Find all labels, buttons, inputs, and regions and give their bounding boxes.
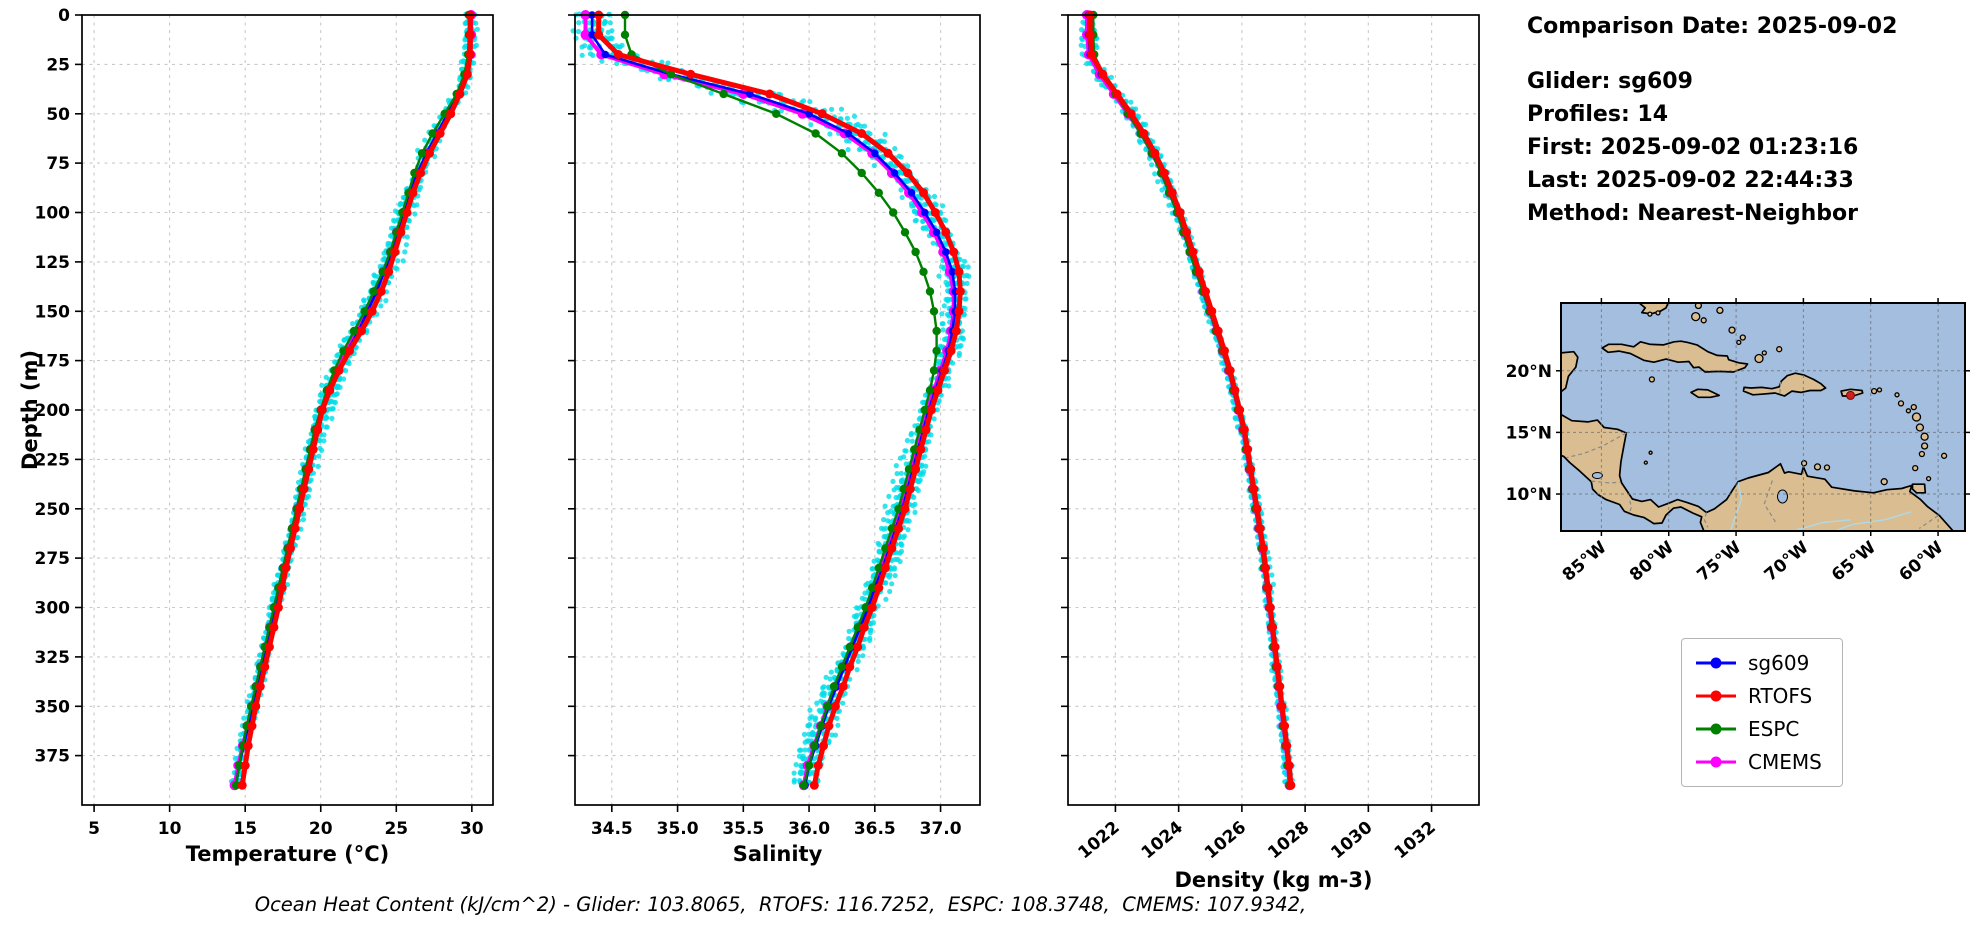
- line-dot-marker-icon: [1696, 657, 1736, 669]
- svg-text:85°W: 85°W: [1559, 537, 1611, 585]
- legend-item-rtofs: RTOFS: [1694, 684, 1822, 708]
- legend-item-cmems: CMEMS: [1694, 750, 1822, 774]
- svg-text:65°W: 65°W: [1828, 537, 1880, 585]
- comparison-date-text: Comparison Date: 2025-09-02: [1527, 14, 1898, 39]
- svg-text:25: 25: [46, 55, 70, 75]
- svg-text:75: 75: [46, 154, 70, 174]
- svg-text:36.0: 36.0: [788, 819, 830, 839]
- svg-text:350: 350: [35, 697, 71, 717]
- svg-text:175: 175: [35, 352, 71, 372]
- ocean-heat-content-caption: Ocean Heat Content (kJ/cm^2) - Glider: 1…: [254, 893, 1307, 916]
- legend-label: sg609: [1748, 651, 1810, 675]
- svg-text:75°W: 75°W: [1693, 537, 1745, 585]
- legend-label: CMEMS: [1748, 750, 1822, 774]
- svg-text:10°N: 10°N: [1506, 485, 1552, 505]
- svg-text:34.5: 34.5: [591, 819, 633, 839]
- svg-text:1026: 1026: [1201, 818, 1250, 864]
- svg-text:375: 375: [35, 747, 71, 767]
- svg-text:20: 20: [309, 819, 333, 839]
- svg-text:1024: 1024: [1138, 817, 1187, 863]
- svg-text:35.0: 35.0: [657, 819, 699, 839]
- legend: sg609 RTOFS ESPC CMEMS: [1681, 638, 1843, 787]
- svg-text:1030: 1030: [1327, 817, 1376, 863]
- line-dot-marker-icon: [1696, 690, 1736, 702]
- svg-text:100: 100: [35, 204, 71, 224]
- line-dot-marker-icon: [1696, 756, 1736, 768]
- salinity-axis-label: Salinity: [732, 842, 823, 866]
- svg-text:25: 25: [384, 819, 408, 839]
- svg-text:250: 250: [35, 500, 71, 520]
- density-axis-label: Density (kg m-3): [1174, 868, 1373, 892]
- svg-text:20°N: 20°N: [1506, 362, 1552, 382]
- svg-text:200: 200: [35, 401, 71, 421]
- svg-text:10: 10: [158, 819, 182, 839]
- legend-label: ESPC: [1748, 717, 1800, 741]
- legend-label: RTOFS: [1748, 684, 1813, 708]
- svg-text:325: 325: [35, 648, 71, 668]
- temperature-axis-label: Temperature (°C): [185, 842, 390, 866]
- svg-text:1022: 1022: [1075, 818, 1124, 864]
- legend-item-sg609: sg609: [1694, 651, 1822, 675]
- svg-text:15: 15: [233, 819, 257, 839]
- svg-text:150: 150: [35, 302, 71, 322]
- temperature-profile-plot: 5 10 15 20 25 30 0 25 50 75 100 125 150 175 200 225 250 2…: [35, 6, 494, 839]
- first-profile-time-text: First: 2025-09-02 01:23:16: [1527, 135, 1859, 160]
- comparison-info-panel: Comparison Date: 2025-09-02 Glider: sg60…: [1527, 10, 1897, 230]
- svg-text:50: 50: [46, 105, 70, 125]
- svg-text:225: 225: [35, 450, 71, 470]
- svg-text:30: 30: [460, 819, 484, 839]
- svg-text:1032: 1032: [1391, 818, 1440, 864]
- method-text: Method: Nearest-Neighbor: [1527, 201, 1858, 226]
- svg-text:1028: 1028: [1264, 818, 1313, 864]
- svg-text:37.0: 37.0: [920, 819, 962, 839]
- svg-text:35.5: 35.5: [722, 819, 764, 839]
- glider-name-text: Glider: sg609: [1527, 69, 1693, 94]
- svg-text:275: 275: [35, 549, 71, 569]
- svg-text:300: 300: [35, 599, 71, 619]
- svg-text:0: 0: [58, 6, 70, 26]
- caribbean-location-map: 85°W 80°W 75°W 70°W 65°W 60°W 20°N 15°N 10°N: [1506, 298, 1970, 586]
- info-spacer: [1527, 43, 1897, 65]
- svg-text:60°W: 60°W: [1895, 537, 1947, 585]
- svg-text:70°W: 70°W: [1761, 537, 1813, 585]
- svg-text:125: 125: [35, 253, 71, 273]
- svg-text:80°W: 80°W: [1626, 537, 1678, 585]
- svg-text:36.5: 36.5: [854, 819, 896, 839]
- density-profile-plot: 1022 1024 1026 1028 1030 1032: [1061, 10, 1480, 863]
- profiles-count-text: Profiles: 14: [1527, 102, 1669, 127]
- legend-item-espc: ESPC: [1694, 717, 1822, 741]
- svg-text:5: 5: [88, 819, 100, 839]
- last-profile-time-text: Last: 2025-09-02 22:44:33: [1527, 168, 1854, 193]
- line-dot-marker-icon: [1696, 723, 1736, 735]
- svg-text:15°N: 15°N: [1506, 423, 1552, 443]
- salinity-profile-plot: 34.5 35.0 35.5 36.0 36.5 37.0: [568, 10, 981, 839]
